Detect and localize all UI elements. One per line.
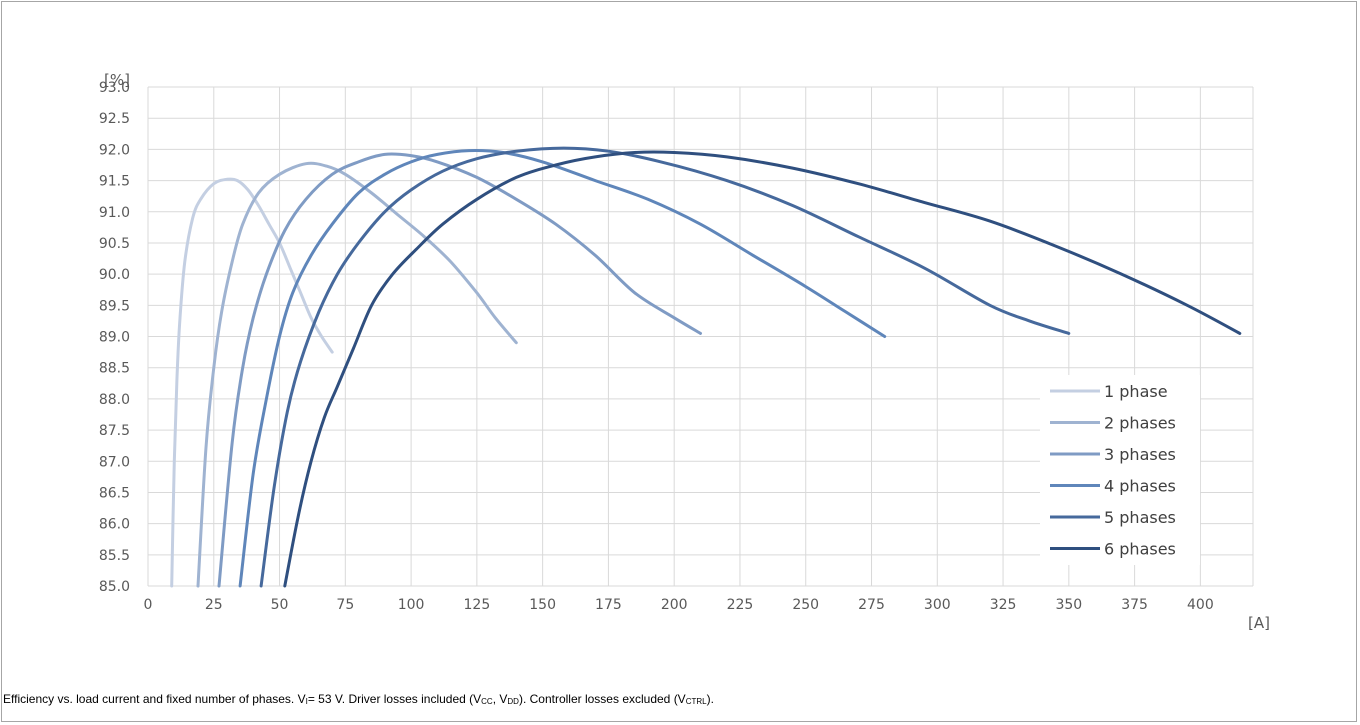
x-tick-label: 250 — [792, 597, 819, 613]
y-tick-label: 85.0 — [99, 579, 130, 595]
y-tick-label: 86.0 — [99, 517, 130, 533]
caption-text-5: ). — [706, 692, 714, 706]
legend-box — [1040, 375, 1200, 565]
x-tick-label: 50 — [271, 597, 289, 613]
y-tick-label: 90.0 — [99, 267, 130, 283]
y-tick-label: 92.0 — [99, 142, 130, 158]
y-tick-label: 85.5 — [99, 548, 130, 564]
series-line-6 — [283, 150, 1242, 588]
y-tick-label: 91.5 — [99, 174, 130, 190]
caption-sub-3: DD — [507, 697, 519, 706]
x-tick-label: 275 — [858, 597, 885, 613]
x-tick-label: 100 — [398, 597, 425, 613]
y-tick-label: 92.5 — [99, 111, 130, 127]
x-tick-label: 200 — [661, 597, 688, 613]
x-tick-label: 300 — [924, 597, 951, 613]
x-tick-label: 375 — [1121, 597, 1148, 613]
y-tick-label: 93.0 — [99, 80, 130, 96]
caption-text-1: Efficiency vs. load current and fixed nu… — [3, 692, 306, 706]
y-tick-label: 87.0 — [99, 454, 130, 470]
x-tick-label: 125 — [464, 597, 491, 613]
y-tick-label: 88.0 — [99, 392, 130, 408]
x-tick-label: 75 — [336, 597, 354, 613]
series-line-2 — [196, 161, 518, 588]
legend-label: 6 phases — [1104, 540, 1176, 559]
series-line-3 — [217, 152, 702, 588]
y-tick-label: 86.5 — [99, 485, 130, 501]
series-line-1 — [170, 177, 334, 588]
x-tick-label: 25 — [205, 597, 223, 613]
x-tick-label: 400 — [1187, 597, 1214, 613]
x-tick-label: 175 — [595, 597, 622, 613]
y-axis-label: [%] — [104, 71, 130, 89]
figure-caption: Efficiency vs. load current and fixed nu… — [3, 692, 714, 706]
y-tick-labels: 85.0 85.5 86.0 86.5 87.0 87.5 88.0 88.5 89.0 89.5… — [99, 80, 130, 595]
x-tick-label: 325 — [990, 597, 1017, 613]
series-lines — [170, 146, 1242, 588]
legend-label: 3 phases — [1104, 445, 1176, 464]
efficiency-chart: 85.0 85.5 86.0 86.5 87.0 87.5 88.0 88.5 89.0 89.5… — [99, 71, 1270, 632]
caption-text-2: = 53 V. Driver losses included (V — [307, 692, 482, 706]
legend-label: 4 phases — [1104, 477, 1176, 496]
x-tick-label: 350 — [1055, 597, 1082, 613]
x-tick-label: 0 — [144, 597, 153, 613]
y-tick-label: 89.5 — [99, 298, 130, 314]
legend-label: 5 phases — [1104, 508, 1176, 527]
caption-text-4: ). Controller losses excluded (V — [518, 692, 686, 706]
caption-sub-1: I — [305, 697, 308, 706]
x-tick-label: 150 — [529, 597, 556, 613]
series-line-4 — [238, 149, 887, 588]
y-tick-label: 90.5 — [99, 236, 130, 252]
caption-sub-4: CTRL — [685, 697, 707, 706]
y-tick-label: 91.0 — [99, 205, 130, 221]
y-tick-label: 87.5 — [99, 423, 130, 439]
x-tick-labels: 0 25 50 75 100 125 150 175 200 225 250 275 300 325 350… — [144, 597, 1214, 613]
series-line-5 — [259, 146, 1071, 588]
legend: 1 phase 2 phases 3 phases 4 phases 5 phases 6… — [1040, 375, 1200, 565]
y-tick-label: 89.0 — [99, 330, 130, 346]
legend-label: 2 phases — [1104, 414, 1176, 433]
y-tick-label: 88.5 — [99, 361, 130, 377]
caption-text-3: , V — [492, 692, 508, 706]
caption-sub-2: CC — [481, 697, 493, 706]
x-axis-label: [A] — [1248, 614, 1270, 632]
legend-label: 1 phase — [1104, 382, 1168, 401]
x-tick-label: 225 — [727, 597, 754, 613]
